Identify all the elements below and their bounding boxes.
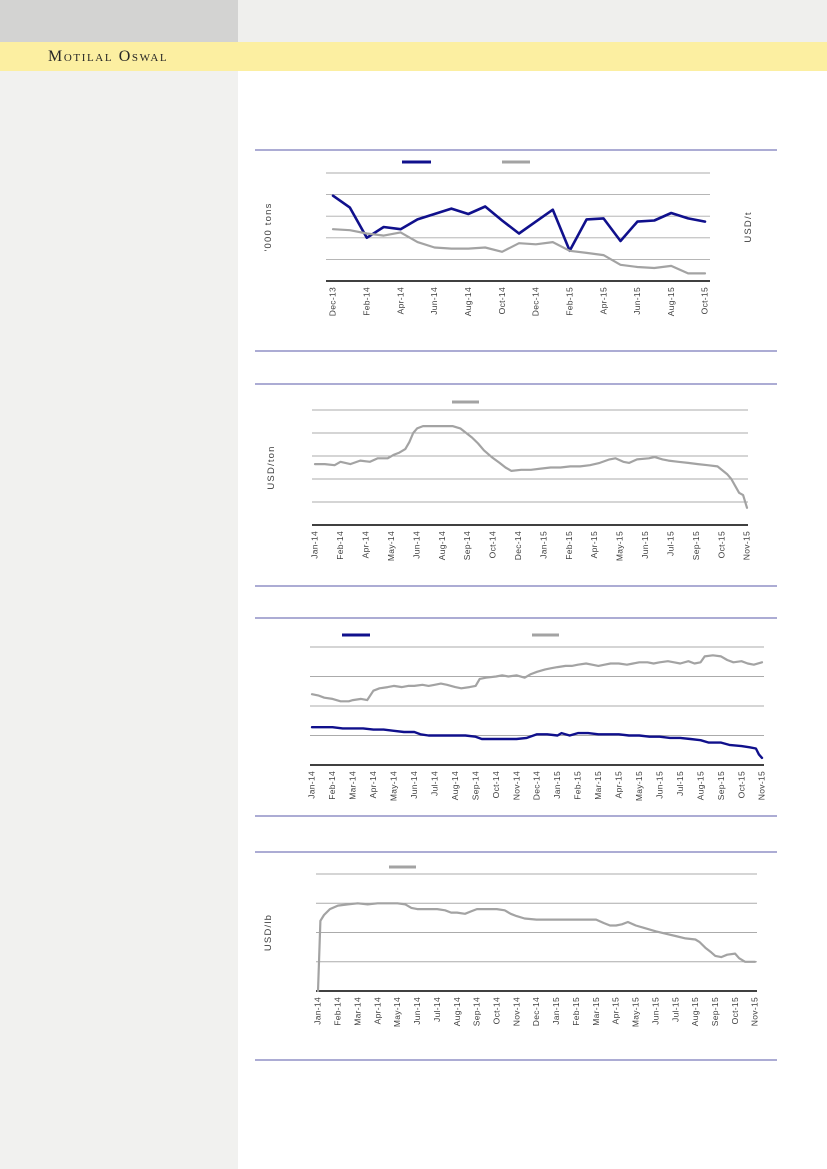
- x-tick-label: Dec-14: [532, 771, 542, 800]
- x-tick-label: Apr-15: [589, 531, 599, 558]
- brand-name: Motilal Oswal: [48, 47, 169, 65]
- x-tick-label: Jun-15: [640, 531, 650, 559]
- x-tick-label: Aug-15: [690, 997, 700, 1026]
- y-axis-label-left: USD/ton: [266, 445, 277, 489]
- x-tick-label: Feb-14: [335, 531, 345, 560]
- x-tick-label: Jun-15: [650, 997, 660, 1025]
- x-tick-label: Jul-14: [432, 997, 442, 1022]
- x-tick-label: Sep-14: [470, 771, 480, 800]
- x-tick-label: Apr-14: [368, 771, 378, 798]
- x-tick-label: Oct-14: [491, 771, 501, 798]
- x-tick-label: Apr-15: [611, 997, 621, 1024]
- x-tick-label: May-14: [389, 771, 399, 801]
- x-tick-label: Oct-14: [497, 287, 507, 314]
- x-tick-label: May-15: [615, 531, 625, 561]
- x-tick-label: Apr-15: [614, 771, 624, 798]
- x-tick-label: Sep-15: [716, 771, 726, 800]
- x-tick-label: Nov-14: [511, 771, 521, 800]
- x-tick-label: Nov-15: [742, 531, 752, 560]
- x-tick-label: Apr-15: [598, 287, 608, 314]
- y-axis-label-left: USD/lb: [263, 914, 274, 951]
- x-tick-label: Sep-15: [691, 531, 701, 560]
- x-tick-label: May-14: [386, 531, 396, 561]
- x-tick-label: Apr-14: [372, 997, 382, 1024]
- left-margin-panel: [0, 71, 238, 1169]
- brand-band: Motilal Oswal: [0, 42, 827, 71]
- x-tick-label: Jan-14: [313, 997, 323, 1025]
- x-tick-label: May-15: [634, 771, 644, 801]
- x-tick-label: Jun-14: [409, 771, 419, 799]
- x-tick-label: Dec-13: [328, 287, 338, 316]
- x-tick-label: Jun-14: [411, 531, 421, 559]
- x-tick-label: Oct-14: [491, 997, 501, 1024]
- x-tick-label: Feb-15: [564, 287, 574, 316]
- x-tick-label: Jul-14: [429, 771, 439, 796]
- y-axis-label-left: '000 tons: [263, 202, 274, 251]
- chart-1-navy-line: [331, 194, 707, 253]
- x-tick-label: Aug-14: [463, 287, 473, 316]
- x-tick-label: Oct-14: [488, 531, 498, 558]
- x-tick-label: Jul-15: [670, 997, 680, 1022]
- x-tick-label: Nov-15: [757, 771, 767, 800]
- x-tick-label: Jun-15: [632, 287, 642, 315]
- x-tick-label: Mar-14: [348, 771, 358, 800]
- x-tick-label: Jul-15: [665, 531, 675, 556]
- header-logo-box: [0, 0, 238, 42]
- x-tick-label: Oct-15: [730, 997, 740, 1024]
- x-tick-label: Sep-14: [462, 531, 472, 560]
- x-tick-label: Jun-14: [412, 997, 422, 1025]
- x-tick-label: Jun-14: [429, 287, 439, 315]
- x-tick-label: Jun-15: [654, 771, 664, 799]
- x-tick-label: Oct-15: [716, 531, 726, 558]
- x-tick-label: Aug-15: [666, 287, 676, 316]
- x-tick-label: Jul-15: [675, 771, 685, 796]
- chart-3-gray-line: [310, 654, 764, 703]
- x-tick-label: Dec-14: [531, 287, 541, 316]
- x-tick-label: Oct-15: [736, 771, 746, 798]
- x-tick-label: Feb-14: [362, 287, 372, 316]
- x-tick-label: Feb-14: [333, 997, 343, 1026]
- x-tick-label: Jan-15: [538, 531, 548, 559]
- x-tick-label: Sep-14: [472, 997, 482, 1026]
- x-tick-label: May-14: [392, 997, 402, 1027]
- x-tick-label: Feb-15: [571, 997, 581, 1026]
- x-tick-label: Mar-15: [593, 771, 603, 800]
- x-tick-label: Jan-14: [310, 531, 320, 559]
- y-axis-label-right: USD/t: [743, 211, 754, 242]
- x-tick-label: Feb-15: [564, 531, 574, 560]
- x-tick-label: Jan-14: [307, 771, 317, 799]
- x-tick-label: Mar-15: [591, 997, 601, 1026]
- x-tick-label: Oct-15: [700, 287, 710, 314]
- chart-2-gray-line: [313, 425, 749, 509]
- x-tick-label: Sep-15: [710, 997, 720, 1026]
- x-tick-label: Nov-14: [511, 997, 521, 1026]
- x-tick-label: Aug-14: [452, 997, 462, 1026]
- chart-1-gray-line: [331, 228, 707, 275]
- x-tick-label: Dec-14: [531, 997, 541, 1026]
- x-tick-label: Mar-14: [352, 997, 362, 1026]
- x-tick-label: May-15: [631, 997, 641, 1027]
- x-tick-label: Jan-15: [552, 771, 562, 799]
- x-tick-label: Apr-14: [361, 531, 371, 558]
- x-tick-label: Nov-15: [750, 997, 760, 1026]
- x-tick-label: Apr-14: [395, 287, 405, 314]
- x-tick-label: Aug-14: [437, 531, 447, 560]
- x-tick-label: Aug-15: [695, 771, 705, 800]
- chart-4-gray-line: [316, 902, 757, 993]
- x-tick-label: Feb-15: [573, 771, 583, 800]
- x-tick-label: Jan-15: [551, 997, 561, 1025]
- x-tick-label: Aug-14: [450, 771, 460, 800]
- x-tick-label: Feb-14: [327, 771, 337, 800]
- x-tick-label: Dec-14: [513, 531, 523, 560]
- chart-3-navy-line: [310, 726, 764, 760]
